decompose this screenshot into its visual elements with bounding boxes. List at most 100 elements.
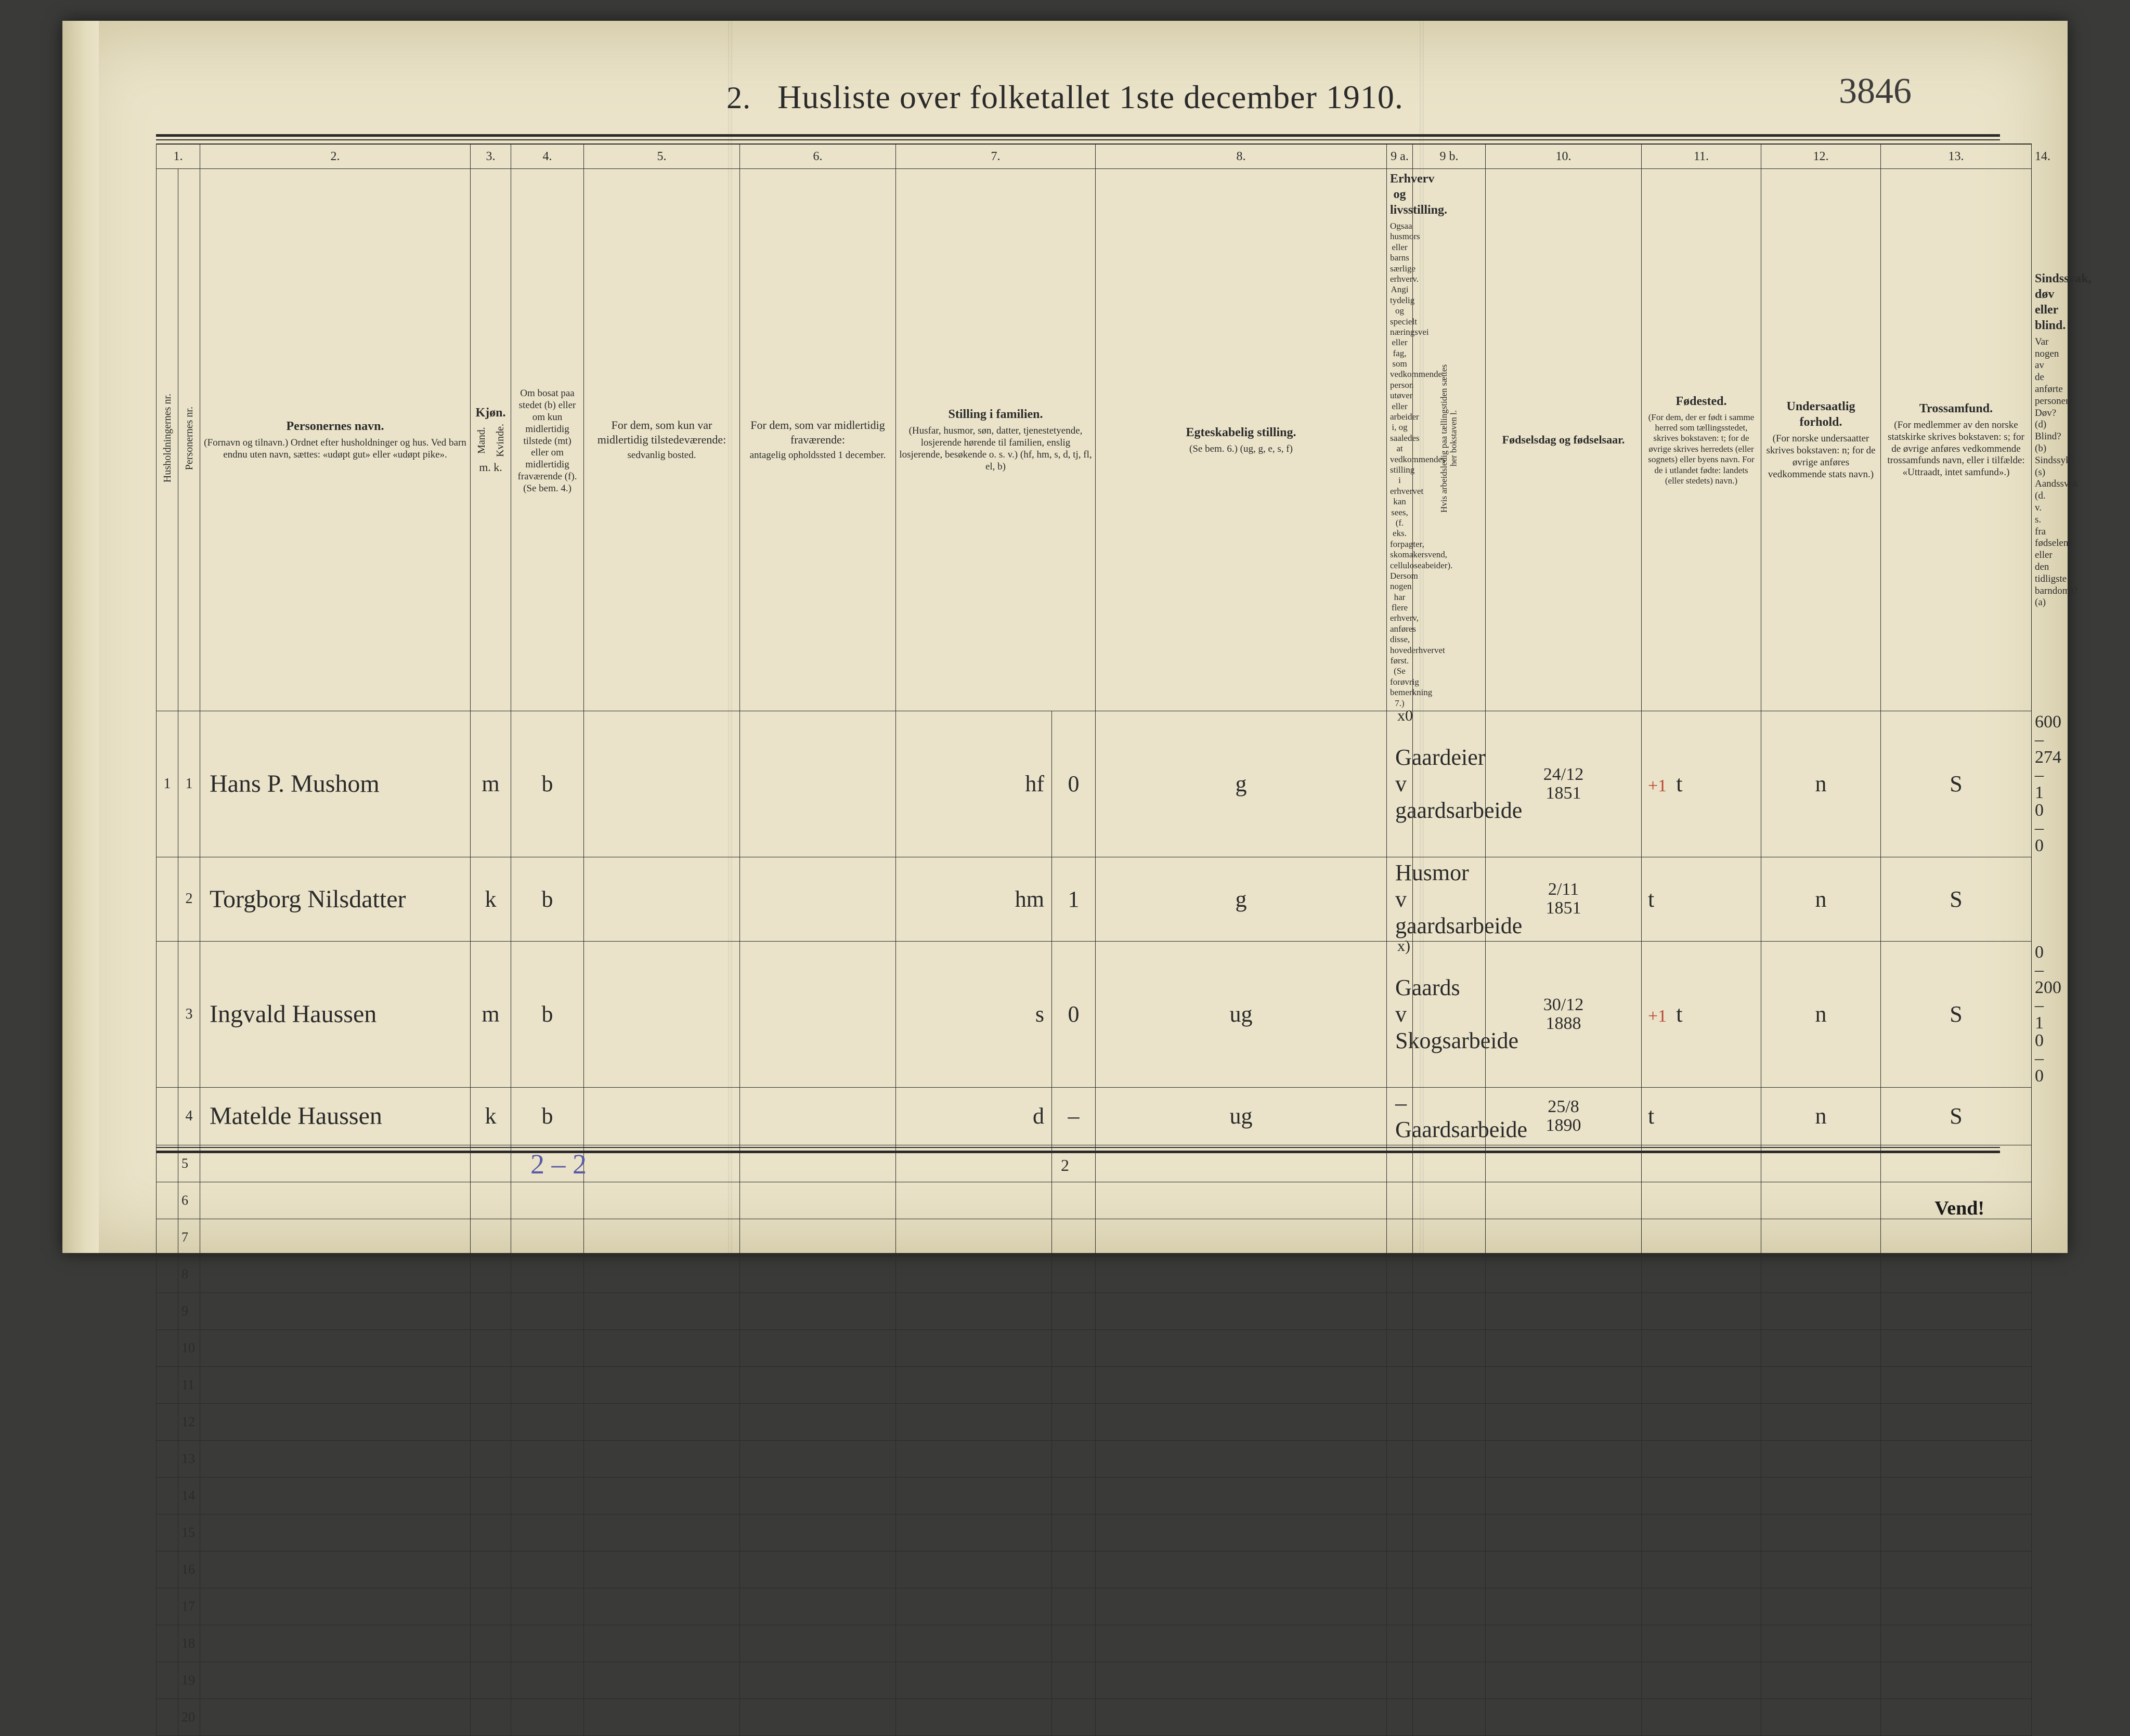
cell-empty [584,1366,740,1403]
colnum-2: 2. [200,144,471,169]
cell-citizenship: n [1761,711,1881,857]
cell-marital: ug [1096,941,1387,1087]
cell-empty [584,1699,740,1735]
cell-empty [1387,1440,1413,1477]
cell-empty [1761,1551,1881,1588]
census-page: 2. Husliste over folketallet 1ste decemb… [62,21,2068,1253]
cell-empty [1642,1219,1761,1256]
cell-empty [200,1625,471,1662]
cell-empty [1096,1293,1387,1329]
cell-occupation: Husmor v gaardsarbeide [1387,857,1413,941]
cell-family-pos: hf [896,711,1052,857]
cell-person-nr: 8 [178,1256,200,1293]
cell-residence: b [511,941,584,1087]
cell-empty [511,1329,584,1366]
table-row-empty: 9 [157,1293,2032,1329]
cell-empty [1761,1182,1881,1219]
cell-empty [1486,1219,1642,1256]
cell-empty [1052,1625,1096,1662]
cell-empty [1761,1514,1881,1551]
colnum-3: 3. [471,144,511,169]
cell-person-nr: 9 [178,1293,200,1329]
cell-empty [1642,1699,1761,1735]
cell-empty [1052,1551,1096,1588]
cell-empty [1881,1551,2032,1588]
cell-empty [1642,1477,1761,1514]
cell-empty [1096,1588,1387,1625]
cell-person-nr: 20 [178,1699,200,1735]
cell-empty [1761,1699,1881,1735]
cell-household-nr [157,1293,178,1329]
cell-empty [1052,1588,1096,1625]
cell-birthplace: t [1642,857,1761,941]
cell-household-nr [157,857,178,941]
table-row-empty: 11 [157,1366,2032,1403]
cell-empty [1096,1662,1387,1699]
cell-household-nr [157,1551,178,1588]
cell-empty [1387,1699,1413,1735]
cell-empty [1486,1551,1642,1588]
cell-empty [1387,1219,1413,1256]
cell-empty [200,1588,471,1625]
cell-empty [1096,1440,1387,1477]
cell-empty [1881,1219,2032,1256]
table-row-empty: 8 [157,1256,2032,1293]
cell-residence: b [511,711,584,857]
cell-empty [511,1366,584,1403]
cell-empty [471,1293,511,1329]
cell-empty [740,1293,896,1329]
cell-empty [740,1329,896,1366]
cell-empty [1387,1662,1413,1699]
cell-household-nr [157,1662,178,1699]
cell-temp-present [584,941,740,1087]
cell-empty [200,1699,471,1735]
cell-household-nr [157,1087,178,1145]
cell-empty [1486,1403,1642,1440]
colnum-12: 12. [1761,144,1881,169]
cell-person-nr: 7 [178,1219,200,1256]
cell-empty [200,1329,471,1366]
cell-marital: g [1096,711,1387,857]
cell-empty [471,1551,511,1588]
rule-bottom-thin [156,1147,2000,1148]
cell-empty [584,1514,740,1551]
cell-empty [1413,1588,1486,1625]
cell-household-nr [157,1403,178,1440]
rule-top-thick [156,134,2000,137]
cell-empty [1486,1182,1642,1219]
cell-temp-absent [740,1087,896,1145]
cell-empty [896,1440,1052,1477]
cell-empty [1387,1625,1413,1662]
cell-sex: k [471,1087,511,1145]
cell-birth: 30/121888 [1486,941,1642,1087]
cell-empty [511,1699,584,1735]
cell-empty [1881,1403,2032,1440]
cell-person-nr: 12 [178,1403,200,1440]
cell-empty [740,1182,896,1219]
cell-empty [584,1403,740,1440]
colnum-1: 1. [157,144,200,169]
table-row: 3Ingvald Haussenmbs0ugx)Gaards v Skogsar… [157,941,2032,1087]
cell-marital: g [1096,857,1387,941]
cell-empty [471,1514,511,1551]
page-fold-left [62,21,99,1253]
cell-empty [1052,1440,1096,1477]
cell-household-nr [157,1625,178,1662]
cell-empty [584,1219,740,1256]
cell-empty [896,1699,1052,1735]
cell-empty [740,1625,896,1662]
cell-empty [511,1182,584,1219]
cell-empty [1387,1256,1413,1293]
title-text: Husliste over folketallet 1ste december … [777,79,1404,115]
cell-empty [1413,1256,1486,1293]
cell-temp-present [584,857,740,941]
cell-empty [511,1403,584,1440]
cell-empty [1486,1329,1642,1366]
cell-empty [1413,1514,1486,1551]
cell-empty [1642,1366,1761,1403]
head-occupation: Erhverv og livsstilling. Ogsaa husmors e… [1387,169,1413,711]
cell-empty [1413,1366,1486,1403]
cell-empty [1486,1625,1642,1662]
cell-temp-absent [740,857,896,941]
cell-empty [1387,1514,1413,1551]
